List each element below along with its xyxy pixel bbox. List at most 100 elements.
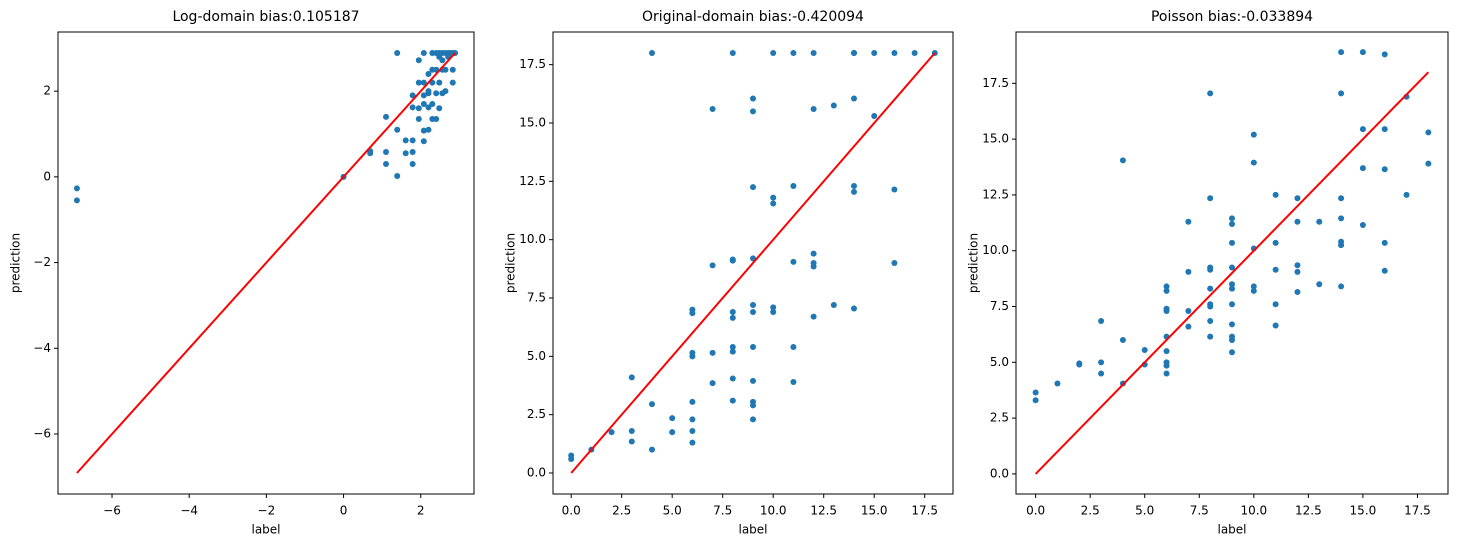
point (425, 90, 432, 97)
point (1229, 281, 1235, 288)
point (770, 309, 777, 315)
point (409, 104, 416, 111)
y-tick-label: 12.5 (982, 187, 1009, 201)
point (891, 50, 898, 56)
point (1381, 126, 1388, 133)
point (568, 456, 575, 462)
point (442, 66, 449, 73)
point (394, 173, 401, 179)
x-tick-label: −4 (180, 504, 198, 518)
point (1294, 195, 1301, 202)
point (790, 183, 797, 189)
point (669, 429, 676, 436)
point (729, 348, 736, 355)
chart-title: Poisson bias:-0.033894 (1151, 9, 1313, 25)
y-tick-label: −2 (33, 255, 51, 269)
point (394, 126, 401, 133)
point (729, 397, 736, 404)
y-tick-label: 15.0 (519, 116, 546, 130)
point (1229, 264, 1235, 271)
point (1381, 166, 1388, 173)
point (415, 79, 422, 86)
point (1163, 370, 1170, 377)
point (729, 50, 736, 56)
point (73, 185, 80, 192)
point (770, 194, 777, 201)
point (689, 439, 696, 446)
point (729, 314, 736, 321)
point (1054, 380, 1061, 387)
y-tick-label: 10.0 (982, 243, 1009, 257)
fit-line (570, 52, 936, 474)
y-tick-label: −6 (33, 427, 51, 441)
point (608, 429, 615, 436)
point (750, 108, 756, 115)
point (1403, 191, 1410, 198)
point (628, 374, 635, 381)
point (1338, 242, 1345, 249)
y-tick-label: −4 (33, 341, 51, 355)
point (1207, 333, 1214, 340)
point (790, 379, 797, 385)
point (1207, 285, 1214, 292)
point (689, 353, 696, 360)
x-axis-label: label (738, 523, 767, 537)
point (425, 126, 432, 133)
point (648, 446, 655, 453)
point (1229, 321, 1235, 328)
point (1338, 90, 1345, 97)
y-axis-label: prediction (9, 233, 23, 293)
point (383, 149, 390, 155)
point (409, 92, 416, 99)
point (851, 183, 858, 189)
point (1250, 287, 1257, 294)
point (790, 258, 797, 265)
point (402, 150, 409, 157)
point (1229, 337, 1235, 343)
point (790, 50, 797, 56)
point (750, 377, 756, 384)
point (1272, 266, 1279, 273)
point (1425, 160, 1432, 167)
y-axis-label: prediction (967, 233, 981, 293)
point (1272, 191, 1279, 198)
point (729, 309, 736, 315)
point (1163, 362, 1170, 369)
x-tick-label: 12.5 (810, 504, 837, 518)
y-tick-label: 17.5 (982, 76, 1009, 90)
point (1119, 337, 1126, 343)
point (394, 50, 401, 56)
point (1272, 239, 1279, 246)
point (436, 105, 443, 112)
point (1294, 218, 1301, 225)
y-tick-label: 7.5 (990, 299, 1009, 313)
point (1359, 126, 1366, 133)
point (729, 344, 736, 350)
x-tick-label: 5.0 (663, 504, 682, 518)
point (415, 57, 422, 64)
point (770, 200, 777, 207)
point (409, 149, 416, 155)
point (409, 137, 416, 144)
point (420, 79, 427, 86)
point (709, 262, 716, 269)
point (750, 402, 756, 409)
point (648, 401, 655, 408)
x-tick-label: 15.0 (861, 504, 888, 518)
point (1338, 49, 1345, 56)
y-axis-label: prediction (504, 233, 518, 293)
point (1185, 268, 1192, 275)
point (770, 304, 777, 311)
point (911, 50, 918, 56)
point (1098, 370, 1105, 377)
point (851, 305, 858, 312)
point (1272, 301, 1279, 308)
point (1141, 347, 1148, 354)
point (415, 105, 422, 112)
point (1359, 165, 1366, 172)
point (851, 50, 858, 56)
x-tick-label: 10.0 (760, 504, 787, 518)
x-tick-label: 2 (417, 504, 425, 518)
point (689, 416, 696, 423)
